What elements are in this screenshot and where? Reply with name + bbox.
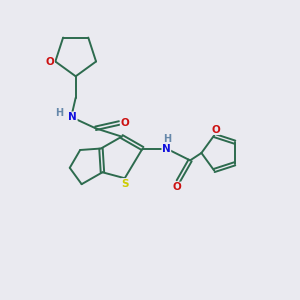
Text: H: H <box>55 108 63 118</box>
Text: N: N <box>162 143 171 154</box>
Text: O: O <box>172 182 181 192</box>
Text: H: H <box>163 134 171 144</box>
Text: O: O <box>46 56 54 67</box>
Text: O: O <box>120 118 129 128</box>
Text: N: N <box>68 112 77 122</box>
Text: S: S <box>122 178 129 189</box>
Text: O: O <box>211 124 220 134</box>
